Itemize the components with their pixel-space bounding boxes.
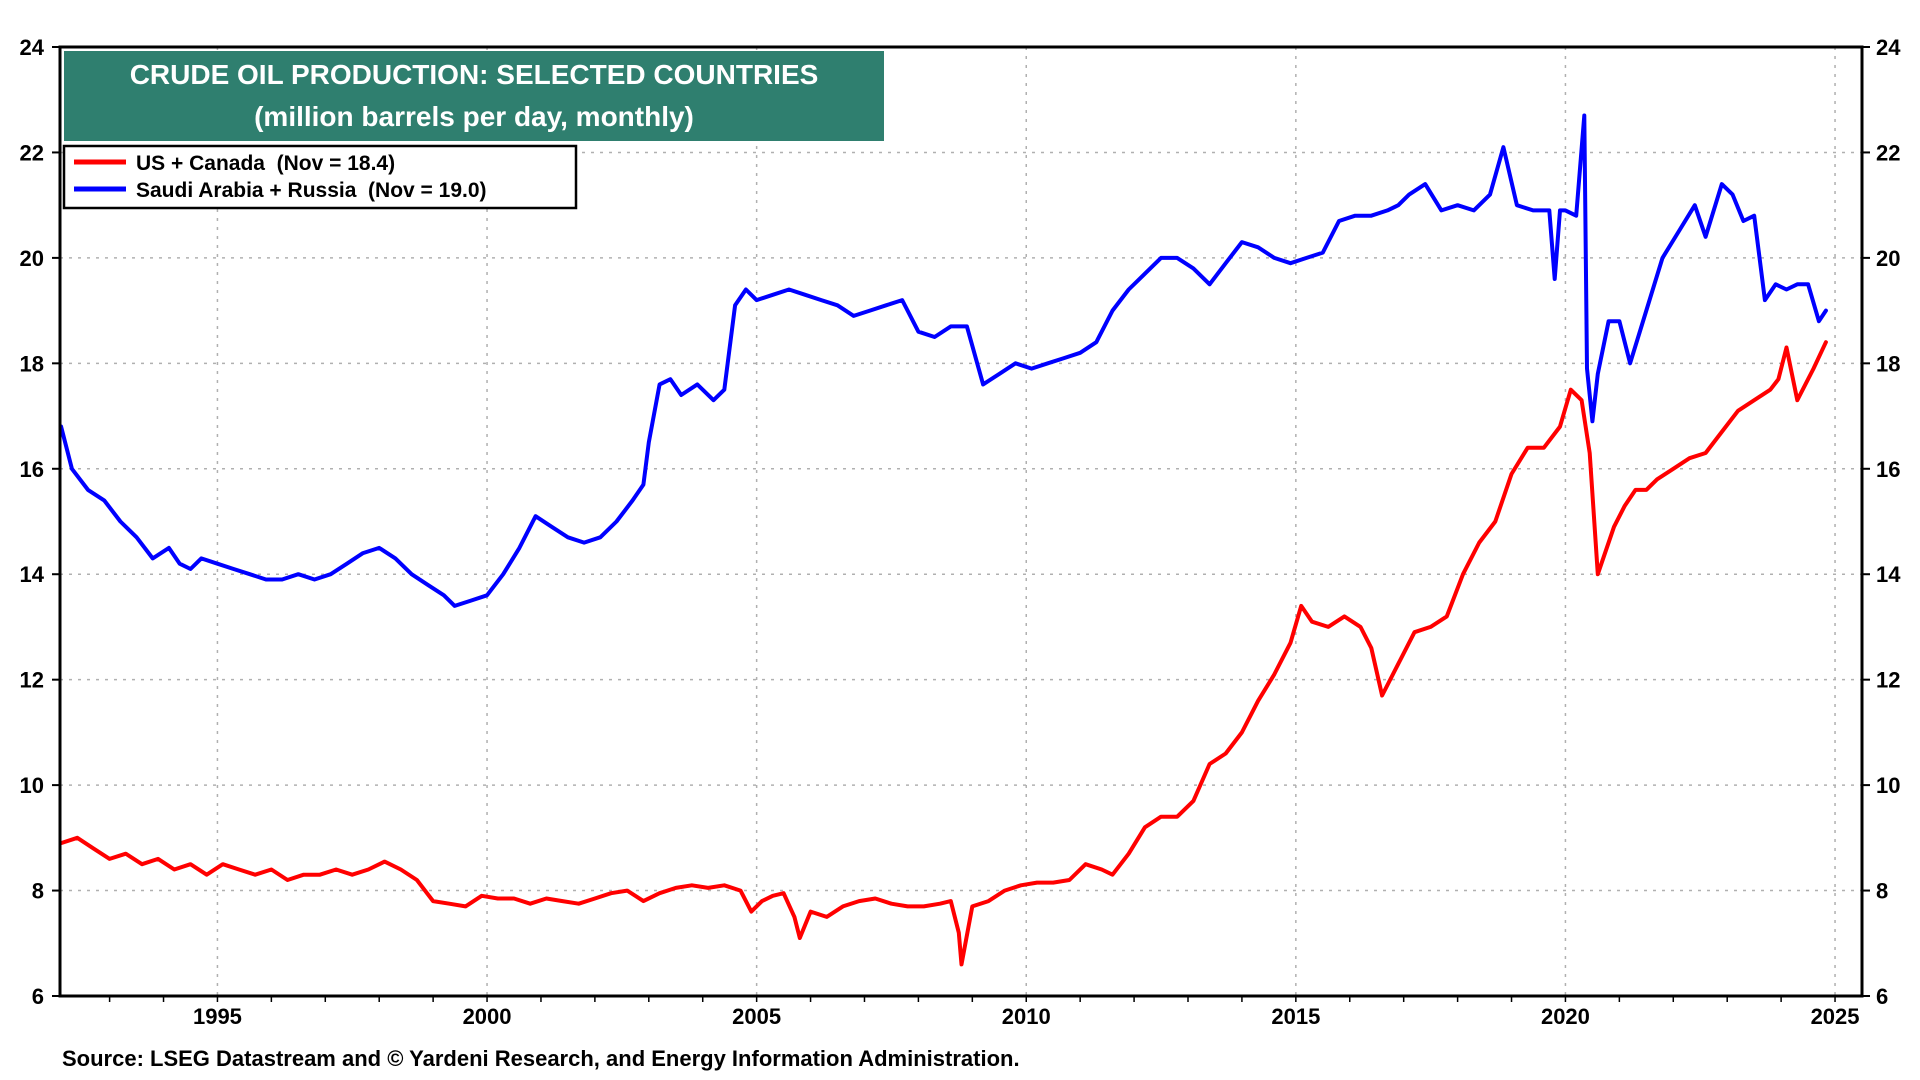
y-tick-label-left: 20	[20, 246, 44, 271]
y-tick-label-left: 18	[20, 351, 44, 376]
y-tick-label-left: 10	[20, 773, 44, 798]
series-line-1	[59, 113, 1828, 608]
series-lines	[59, 113, 1828, 967]
y-tick-label-right: 14	[1876, 562, 1901, 587]
y-tick-label-left: 6	[32, 984, 44, 1009]
source-note: Source: LSEG Datastream and © Yardeni Re…	[62, 1046, 1020, 1071]
y-tick-label-right: 16	[1876, 457, 1900, 482]
y-tick-label-left: 24	[20, 35, 45, 60]
x-tick-label: 2015	[1271, 1004, 1320, 1029]
chart-subtitle: (million barrels per day, monthly)	[254, 101, 694, 132]
y-tick-label-left: 16	[20, 457, 44, 482]
x-tick-label: 1995	[193, 1004, 242, 1029]
y-tick-label-left: 12	[20, 668, 44, 693]
x-tick-label: 2000	[463, 1004, 512, 1029]
plot-frame	[58, 45, 1864, 998]
y-tick-label-right: 22	[1876, 140, 1900, 165]
y-tick-label-left: 14	[20, 562, 45, 587]
x-tick-label: 2005	[732, 1004, 781, 1029]
grid	[60, 47, 1862, 996]
y-tick-label-right: 20	[1876, 246, 1900, 271]
y-tick-label-left: 22	[20, 140, 44, 165]
y-tick-label-right: 18	[1876, 351, 1900, 376]
legend-label-saudi-russia: Saudi Arabia + Russia (Nov = 19.0)	[136, 179, 487, 202]
y-tick-label-right: 8	[1876, 879, 1888, 904]
title-box: CRUDE OIL PRODUCTION: SELECTED COUNTRIES…	[64, 51, 884, 141]
title-background	[64, 51, 884, 141]
y-tick-label-right: 10	[1876, 773, 1900, 798]
legend: US + Canada (Nov = 18.4) Saudi Arabia + …	[62, 144, 578, 210]
x-tick-label: 2025	[1811, 1004, 1860, 1029]
x-tick-label: 2020	[1541, 1004, 1590, 1029]
y-tick-label-right: 6	[1876, 984, 1888, 1009]
y-tick-label-right: 12	[1876, 668, 1900, 693]
y-tick-label-left: 8	[32, 879, 44, 904]
legend-box	[62, 144, 578, 210]
chart-title: CRUDE OIL PRODUCTION: SELECTED COUNTRIES	[130, 59, 819, 90]
series-line-0	[59, 340, 1828, 967]
y-tick-label-right: 24	[1876, 35, 1901, 60]
x-tick-label: 2010	[1002, 1004, 1051, 1029]
legend-label-us-canada: US + Canada (Nov = 18.4)	[136, 152, 395, 175]
